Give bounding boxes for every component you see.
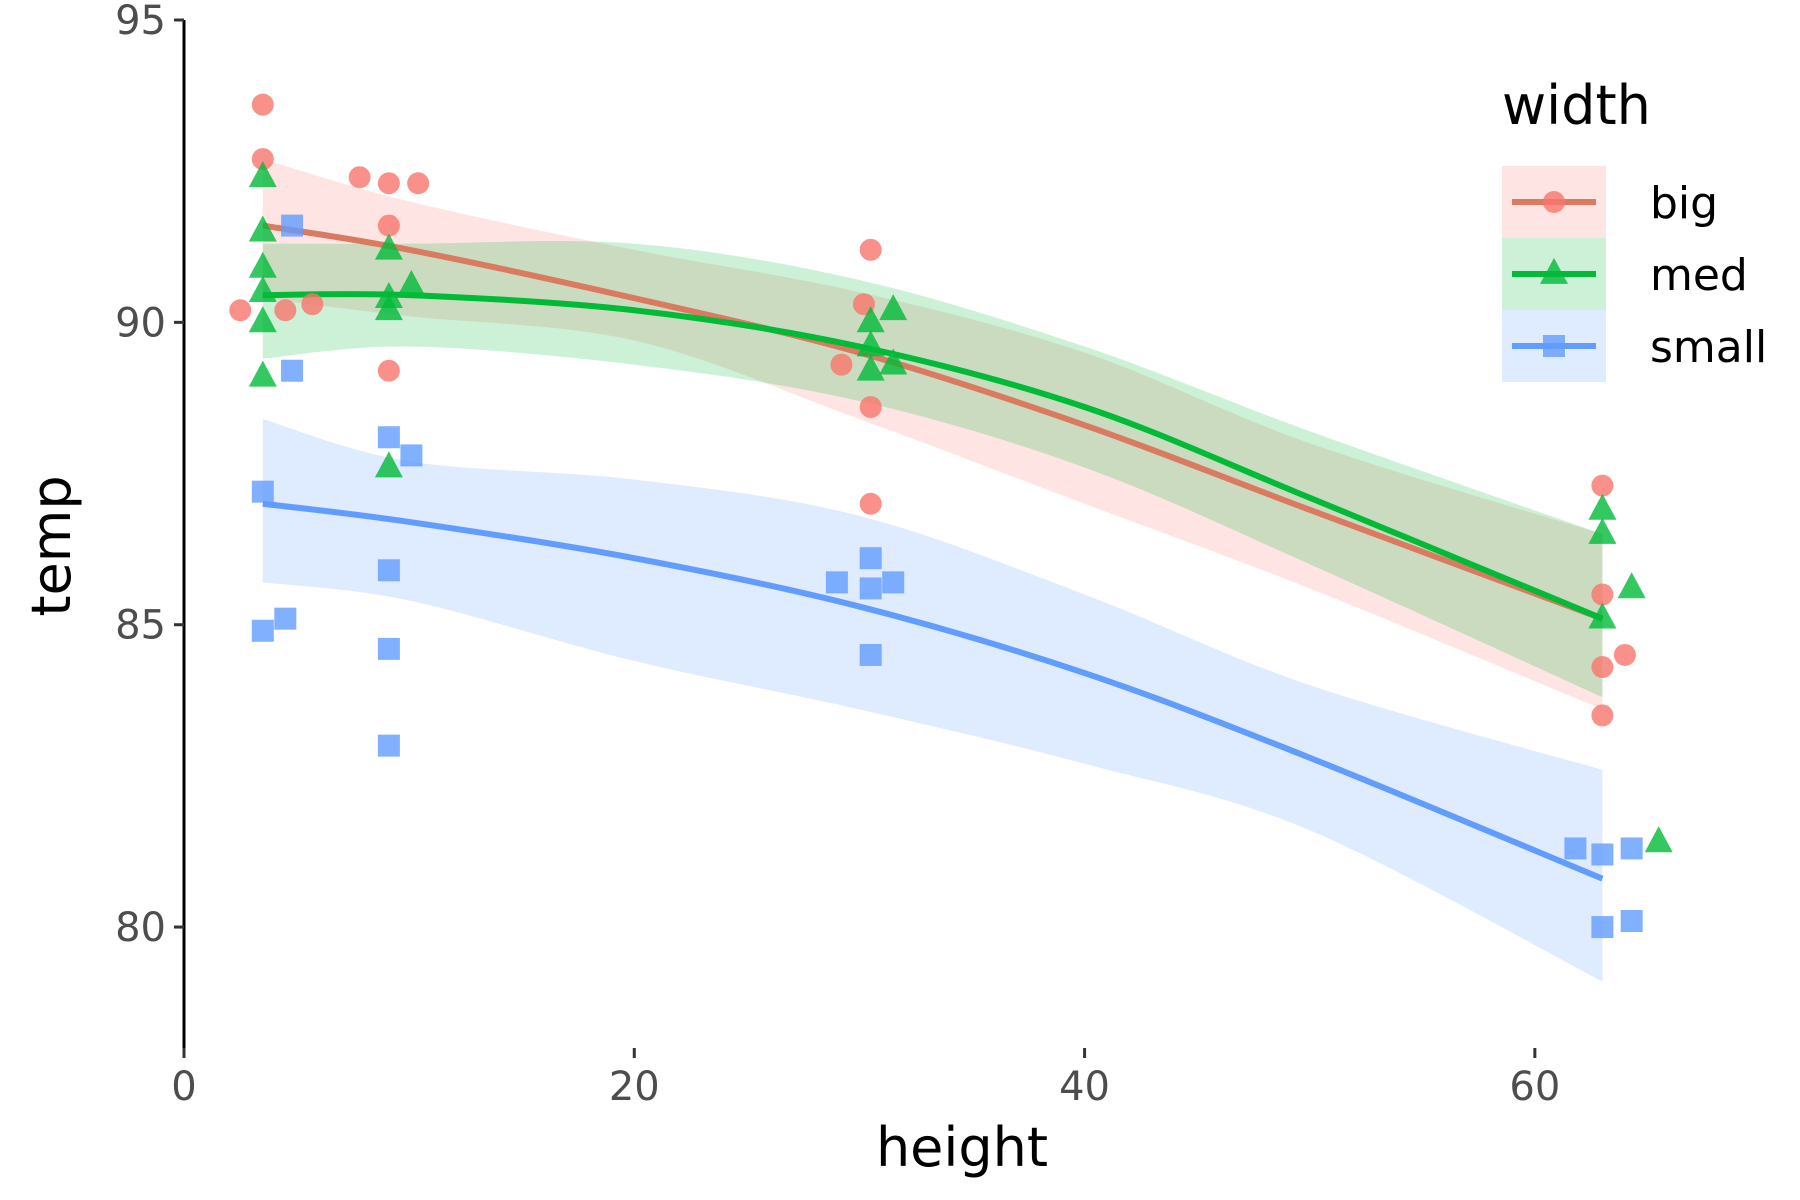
point-big <box>251 148 274 171</box>
x-tick-label: 40 <box>1059 1064 1110 1110</box>
point-big <box>1591 704 1614 727</box>
point-big <box>274 299 297 322</box>
y-tick-label: 85 <box>115 603 166 649</box>
point-big <box>229 299 252 322</box>
point-big <box>377 214 400 237</box>
legend-item-big: big <box>1502 166 1718 238</box>
y-tick-label: 80 <box>115 905 166 951</box>
point-small <box>377 734 400 757</box>
legend-label: med <box>1650 250 1748 301</box>
legend-label: big <box>1650 178 1718 229</box>
point-small <box>882 571 905 594</box>
point-small <box>1564 837 1587 860</box>
x-tick-label: 20 <box>609 1064 660 1110</box>
point-small <box>251 480 274 503</box>
point-small <box>859 643 882 666</box>
point-big <box>348 166 371 189</box>
point-big <box>1591 656 1614 679</box>
point-big <box>1613 643 1636 666</box>
point-med <box>856 354 885 381</box>
point-small <box>1591 843 1614 866</box>
fit-line-big <box>262 222 1604 622</box>
fit-line-small <box>262 500 1604 882</box>
point-med <box>397 269 426 296</box>
y-axis-title: temp <box>20 475 83 616</box>
point-small <box>400 444 423 467</box>
legend: width big med small <box>1502 74 1767 382</box>
point-small <box>377 559 400 582</box>
band-med <box>262 241 1603 698</box>
point-small <box>281 214 304 237</box>
point-small <box>825 571 848 594</box>
confidence-bands <box>262 159 1603 982</box>
point-med <box>1617 572 1646 599</box>
point-big <box>1591 474 1614 497</box>
point-small <box>859 547 882 570</box>
y-axis-ticks: 80 85 90 95 <box>115 0 184 951</box>
point-med <box>374 451 403 478</box>
point-big <box>377 172 400 195</box>
band-big <box>262 159 1603 710</box>
x-axis-ticks: 0 20 40 60 <box>171 1048 1560 1110</box>
point-big <box>859 396 882 419</box>
point-small <box>1620 837 1643 860</box>
x-tick-label: 60 <box>1509 1064 1560 1110</box>
point-small <box>859 577 882 600</box>
point-med <box>374 233 403 260</box>
point-med <box>856 306 885 333</box>
x-axis-title: height <box>876 1116 1048 1179</box>
point-big <box>830 353 853 376</box>
point-med <box>248 275 277 302</box>
point-med <box>248 215 277 242</box>
y-tick-label: 95 <box>115 0 166 44</box>
point-small <box>377 637 400 660</box>
band-small <box>262 419 1603 982</box>
point-big <box>377 359 400 382</box>
point-med <box>879 348 908 375</box>
point-big <box>1591 583 1614 606</box>
point-big <box>859 238 882 261</box>
point-med <box>879 294 908 321</box>
point-small <box>274 607 297 630</box>
y-tick-label: 90 <box>115 300 166 346</box>
point-med <box>1588 517 1617 544</box>
data-points <box>229 93 1673 939</box>
point-small <box>281 359 304 382</box>
point-big <box>301 293 324 316</box>
point-med <box>248 306 277 333</box>
point-small <box>1591 916 1614 939</box>
axes: 0 20 40 60 80 85 90 95 height temp <box>20 0 1560 1179</box>
legend-item-small: small <box>1502 310 1767 382</box>
point-big <box>859 492 882 515</box>
point-small <box>251 619 274 642</box>
legend-label: small <box>1650 322 1767 373</box>
point-big <box>407 172 430 195</box>
point-med <box>248 161 277 188</box>
point-big <box>251 93 274 116</box>
x-tick-label: 0 <box>171 1064 196 1110</box>
legend-item-med: med <box>1502 238 1748 310</box>
legend-key-marker <box>1540 257 1568 284</box>
point-med <box>248 251 277 278</box>
point-small <box>377 426 400 449</box>
point-med <box>1588 602 1617 629</box>
point-med <box>248 360 277 387</box>
point-med <box>374 294 403 321</box>
legend-title: width <box>1502 74 1651 137</box>
point-med <box>1644 826 1673 853</box>
point-small <box>1620 910 1643 933</box>
legend-key-marker <box>1543 191 1565 213</box>
point-med <box>856 330 885 357</box>
legend-key-marker <box>1543 335 1565 357</box>
point-med <box>1588 493 1617 520</box>
